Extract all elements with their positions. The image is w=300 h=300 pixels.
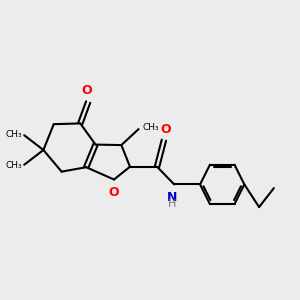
Text: CH₃: CH₃ — [142, 123, 159, 132]
Text: O: O — [82, 84, 92, 97]
Text: H: H — [168, 199, 176, 209]
Text: CH₃: CH₃ — [5, 130, 22, 139]
Text: O: O — [160, 123, 171, 136]
Text: O: O — [108, 186, 119, 199]
Text: CH₃: CH₃ — [5, 161, 22, 170]
Text: N: N — [167, 191, 177, 204]
